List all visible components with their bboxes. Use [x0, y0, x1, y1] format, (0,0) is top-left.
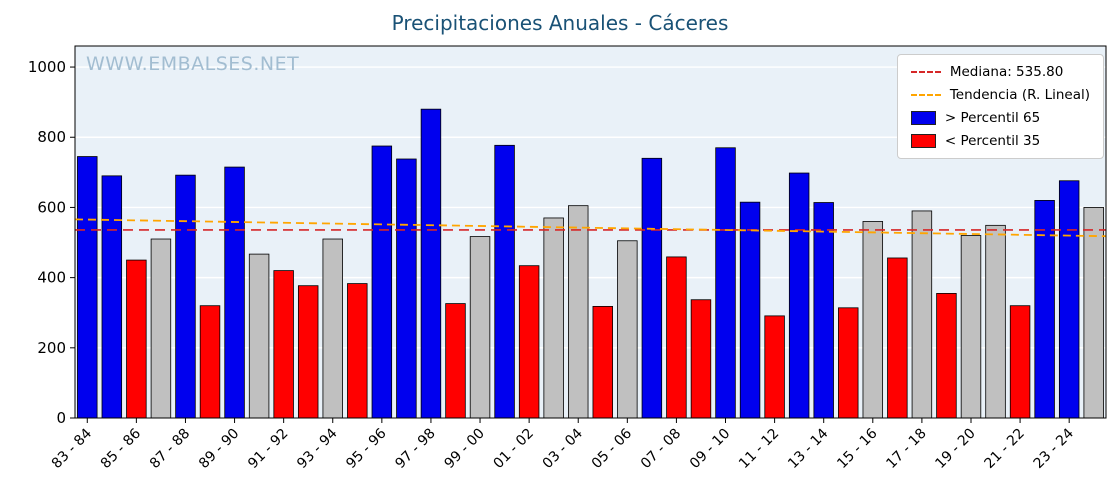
trend-line: [74, 218, 1107, 238]
bar-21-22: [1009, 305, 1031, 419]
bar-07-08: [666, 256, 687, 419]
x-tick-label: 91 - 92: [245, 426, 291, 472]
x-tick-label: 21 - 22: [982, 426, 1028, 472]
bar-19-20: [960, 235, 982, 419]
bar-86-87: [150, 238, 172, 419]
bar-22-23: [1034, 200, 1055, 419]
bar-00-01: [494, 144, 515, 419]
x-tick-label: 89 - 90: [196, 426, 242, 472]
legend-label-percentil-35: < Percentil 35: [944, 133, 1041, 149]
legend-item-percentil-65: > Percentil 65: [910, 110, 1090, 126]
y-tick-label: 1000: [28, 58, 66, 76]
bar-09-10: [715, 147, 736, 419]
trend-dashed-line-swatch: [910, 94, 941, 96]
bar-08-09: [690, 299, 712, 419]
legend: Mediana: 535.80 Tendencia (R. Lineal) > …: [896, 54, 1104, 159]
bar-84-85: [101, 175, 123, 419]
bar-96-97: [396, 158, 417, 419]
bar-98-99: [445, 303, 466, 419]
bar-01-02: [518, 265, 540, 419]
bar-06-07: [641, 157, 663, 419]
bar-92-93: [297, 285, 319, 419]
x-tick-label: 17 - 18: [883, 426, 929, 472]
page-title: Precipitaciones Anuales - Cáceres: [391, 11, 729, 35]
bar-95-96: [371, 145, 393, 419]
bar-85-86: [126, 259, 147, 419]
x-tick-label: 09 - 10: [687, 426, 733, 472]
x-tick-label: 93 - 94: [294, 425, 340, 471]
x-tick-label: 05 - 06: [589, 425, 635, 471]
y-tick-label: 600: [37, 198, 66, 216]
x-tick-label: 07 - 08: [638, 426, 684, 472]
legend-label-percentil-65: > Percentil 65: [944, 110, 1041, 126]
plot-border: [74, 45, 1107, 419]
bar-94-95: [347, 283, 368, 419]
bar-18-19: [936, 293, 957, 419]
bar-04-05: [592, 305, 613, 419]
bar-93-94: [322, 238, 343, 419]
x-tick-label: 87 - 88: [147, 426, 193, 472]
bar-14-15: [838, 307, 859, 419]
x-tick-label: 83 - 84: [49, 425, 95, 471]
bar-20-21: [985, 224, 1006, 419]
bar-90-91: [248, 253, 270, 419]
x-tick-label: 19 - 20: [932, 426, 978, 472]
x-tick-label: 95 - 96: [343, 425, 389, 471]
bar-97-98: [420, 108, 442, 419]
bar-83-84: [77, 156, 98, 419]
bar-16-17: [887, 257, 908, 419]
x-tick-label: 03 - 04: [540, 425, 586, 471]
bar-91-92: [273, 270, 294, 419]
bar-02-03: [543, 217, 564, 419]
x-tick-label: 97 - 98: [392, 426, 438, 472]
x-tick-label: 13 - 14: [785, 425, 831, 471]
x-tick-label: 11 - 12: [736, 426, 782, 472]
percentil-35-patch-swatch: [910, 134, 936, 148]
legend-label-tendencia: Tendencia (R. Lineal): [949, 87, 1090, 103]
bar-10-11: [739, 201, 761, 419]
legend-item-tendencia: Tendencia (R. Lineal): [910, 87, 1090, 103]
bar-23-24: [1058, 180, 1080, 419]
bar-03-04: [568, 205, 589, 419]
bar-87-88: [175, 174, 196, 419]
bar-05-06: [617, 240, 638, 419]
bar-12-13: [788, 172, 810, 419]
x-tick-label: 85 - 86: [98, 425, 144, 471]
y-tick-label: 400: [37, 269, 66, 287]
bar-88-89: [199, 305, 221, 419]
bar-24-25: [1083, 207, 1104, 419]
bar-89-90: [224, 166, 245, 419]
x-tick-label: 99 - 00: [441, 426, 487, 472]
y-tick-label: 800: [37, 128, 66, 146]
bar-99-00: [469, 236, 491, 419]
percentil-65-patch-swatch: [910, 111, 936, 125]
median-dashed-line-swatch: [910, 71, 941, 73]
x-tick-label: 23 - 24: [1031, 425, 1077, 471]
y-tick-label: 200: [37, 339, 66, 357]
legend-item-percentil-35: < Percentil 35: [910, 133, 1090, 149]
x-tick-label: 01 - 02: [491, 426, 537, 472]
bar-11-12: [764, 315, 785, 419]
legend-item-mediana: Mediana: 535.80: [910, 64, 1090, 80]
legend-label-mediana: Mediana: 535.80: [949, 64, 1064, 80]
x-tick-label: 15 - 16: [834, 425, 880, 471]
bar-15-16: [862, 221, 884, 419]
bar-17-18: [911, 210, 933, 419]
bar-13-14: [813, 202, 834, 419]
watermark: WWW.EMBALSES.NET: [86, 53, 300, 75]
y-tick-label: 0: [56, 409, 66, 427]
